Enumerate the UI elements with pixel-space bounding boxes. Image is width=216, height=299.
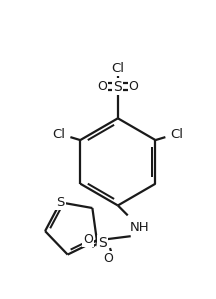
- Text: Cl: Cl: [171, 128, 184, 141]
- Text: S: S: [113, 80, 122, 94]
- Text: S: S: [98, 236, 106, 250]
- Text: O: O: [129, 80, 139, 93]
- Text: Cl: Cl: [111, 62, 124, 75]
- Text: NH: NH: [130, 221, 149, 234]
- Text: O: O: [103, 252, 113, 266]
- Text: O: O: [83, 233, 93, 246]
- Text: O: O: [97, 80, 107, 93]
- Text: Cl: Cl: [52, 128, 65, 141]
- Text: S: S: [56, 196, 65, 209]
